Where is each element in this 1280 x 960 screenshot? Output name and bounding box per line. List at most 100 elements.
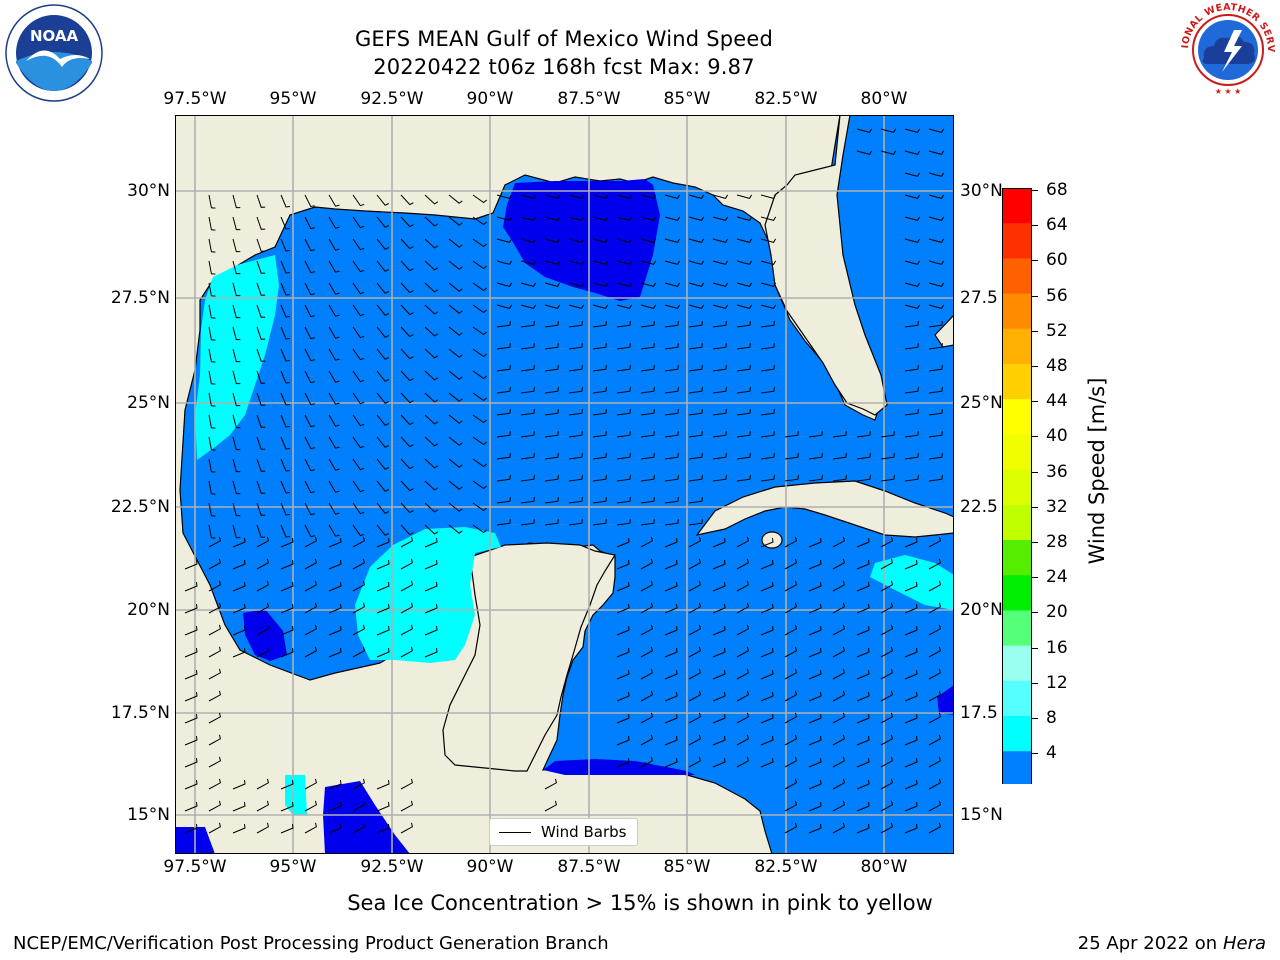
colorbar-tick-label: 40 bbox=[1046, 426, 1068, 447]
wind-barb bbox=[424, 260, 439, 271]
wind-barb bbox=[232, 626, 246, 636]
wind-barb bbox=[376, 560, 390, 570]
wind-barb bbox=[856, 582, 870, 592]
wind-barb bbox=[280, 260, 291, 274]
wind-barb bbox=[304, 602, 317, 614]
wind-barb bbox=[736, 580, 749, 592]
wind-barb bbox=[328, 824, 342, 834]
wind-barb bbox=[688, 712, 701, 724]
wind-barb bbox=[856, 150, 873, 155]
wind-barb bbox=[784, 712, 797, 724]
wind-barb bbox=[184, 802, 198, 812]
wind-barb bbox=[568, 453, 583, 460]
wind-barb bbox=[928, 343, 943, 350]
colorbar-tick-label: 56 bbox=[1046, 285, 1068, 306]
wind-barb bbox=[760, 343, 775, 350]
legend-label: Wind Barbs bbox=[541, 823, 627, 841]
wind-barb bbox=[256, 558, 269, 570]
wind-barb bbox=[616, 692, 630, 702]
wind-barb bbox=[544, 800, 557, 812]
wind-barb bbox=[376, 260, 390, 272]
wind-barb bbox=[280, 560, 294, 570]
wind-barb bbox=[616, 282, 633, 287]
wind-barb bbox=[208, 822, 221, 834]
colorbar-tick-label: 16 bbox=[1046, 637, 1068, 658]
wind-barb bbox=[400, 502, 414, 514]
wind-barb bbox=[328, 524, 340, 537]
wind-barb bbox=[616, 304, 633, 309]
wind-barb bbox=[880, 690, 893, 702]
wind-barb bbox=[616, 409, 631, 416]
wind-barb bbox=[352, 304, 365, 317]
colorbar-segment bbox=[1002, 645, 1032, 682]
wind-barb bbox=[208, 624, 221, 636]
wind-barb bbox=[688, 475, 703, 482]
wind-barb bbox=[208, 668, 221, 680]
wind-barb bbox=[856, 670, 870, 680]
wind-barb bbox=[304, 458, 315, 472]
wind-barb bbox=[688, 282, 705, 287]
wind-barb bbox=[904, 670, 918, 680]
wind-barb bbox=[928, 304, 945, 309]
wind-barb bbox=[520, 282, 537, 287]
wind-barb bbox=[784, 800, 797, 812]
colorbar-segment bbox=[1002, 716, 1032, 752]
wind-barb bbox=[688, 216, 705, 221]
wind-barb bbox=[928, 690, 941, 702]
wind-barb bbox=[712, 194, 729, 199]
wind-barb bbox=[472, 524, 488, 534]
wind-barb bbox=[832, 734, 845, 746]
wind-barb bbox=[328, 436, 340, 449]
colorbar-tick-mark bbox=[1032, 330, 1038, 332]
wind-barb bbox=[328, 604, 342, 614]
wind-barb bbox=[808, 604, 822, 614]
colorbar-segment bbox=[1002, 469, 1032, 506]
wind-barb bbox=[880, 646, 893, 658]
wind-barb bbox=[592, 431, 607, 438]
lat-label-left: 22.5°N bbox=[110, 497, 170, 517]
wind-barb bbox=[328, 260, 340, 273]
wind-barb bbox=[352, 580, 365, 592]
wind-barb bbox=[616, 758, 630, 768]
wind-barb bbox=[928, 128, 945, 133]
lon-label-top: 92.5°W bbox=[360, 89, 424, 109]
wind-barb bbox=[208, 778, 221, 790]
wind-barb bbox=[184, 604, 198, 614]
wind-barb bbox=[760, 560, 774, 570]
wind-barb bbox=[760, 648, 774, 658]
wind-barb bbox=[640, 475, 655, 482]
wind-barb bbox=[544, 409, 559, 416]
wind-barb bbox=[208, 756, 221, 768]
wind-barb bbox=[592, 343, 607, 350]
wind-barb bbox=[928, 536, 941, 548]
lat-label-right: 15°N bbox=[960, 805, 1003, 825]
wind-barb bbox=[712, 260, 729, 265]
wind-barb bbox=[256, 822, 269, 834]
wind-barb bbox=[208, 436, 216, 451]
wind-barb bbox=[448, 194, 463, 204]
wind-barb bbox=[568, 409, 583, 416]
wind-barb bbox=[856, 736, 870, 746]
wind-barb bbox=[568, 431, 583, 438]
wind-barb bbox=[232, 282, 241, 297]
wind-barb bbox=[640, 260, 657, 265]
wind-barb bbox=[256, 536, 269, 548]
wind-barb bbox=[256, 800, 269, 812]
wind-barb bbox=[256, 414, 266, 428]
wind-barb bbox=[280, 370, 291, 384]
wind-barb bbox=[568, 343, 583, 350]
wind-barb bbox=[592, 497, 607, 504]
wind-barb bbox=[856, 453, 871, 460]
wind-barb bbox=[232, 370, 241, 385]
wind-barb bbox=[688, 519, 703, 526]
lon-label-top: 90°W bbox=[466, 89, 514, 109]
wind-barb bbox=[736, 536, 749, 548]
wind-barb bbox=[688, 453, 703, 460]
wind-barb bbox=[664, 604, 678, 614]
wind-barb bbox=[808, 431, 823, 438]
wind-barb bbox=[400, 822, 413, 834]
wind-barb bbox=[592, 194, 609, 199]
wind-barb bbox=[640, 536, 653, 548]
wind-barb bbox=[664, 670, 678, 680]
wind-barb bbox=[400, 436, 414, 448]
